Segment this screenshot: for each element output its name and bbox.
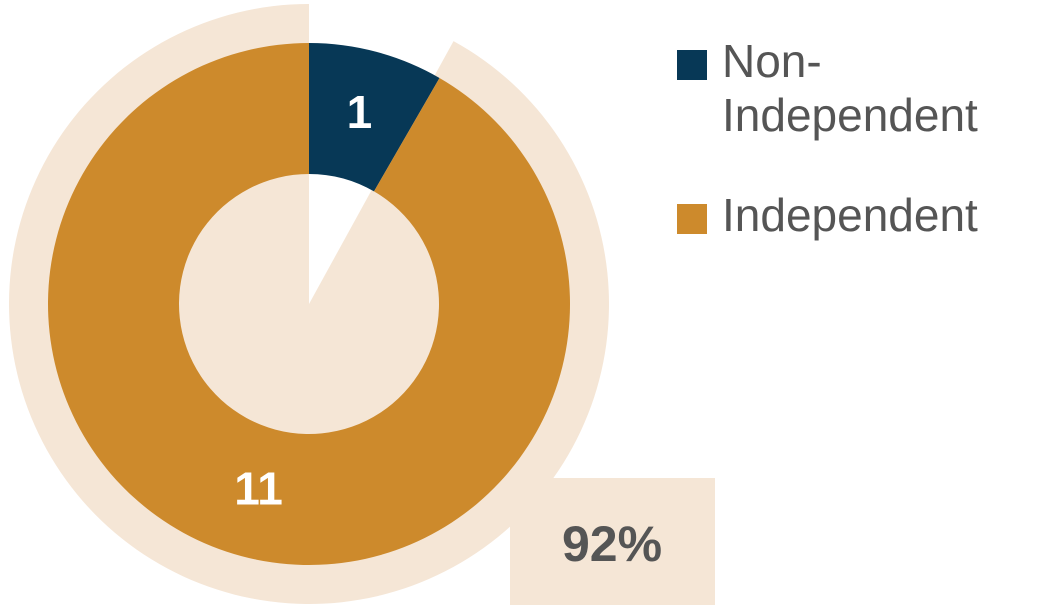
legend-swatch [677,50,707,80]
legend-item: Non-Independent [677,34,1017,142]
slice [309,43,440,192]
data-label: 11 [234,463,283,515]
legend-swatch [677,204,707,234]
slice [48,43,570,565]
annotation-box [510,478,715,605]
legend-label: Non-Independent [722,35,978,141]
annotation-label: 92% [562,516,662,572]
data-label: 1 [347,86,373,138]
legend: Non-Independent Independent [677,34,1017,288]
legend-label: Independent [722,189,978,241]
legend-item: Independent [677,188,1017,242]
